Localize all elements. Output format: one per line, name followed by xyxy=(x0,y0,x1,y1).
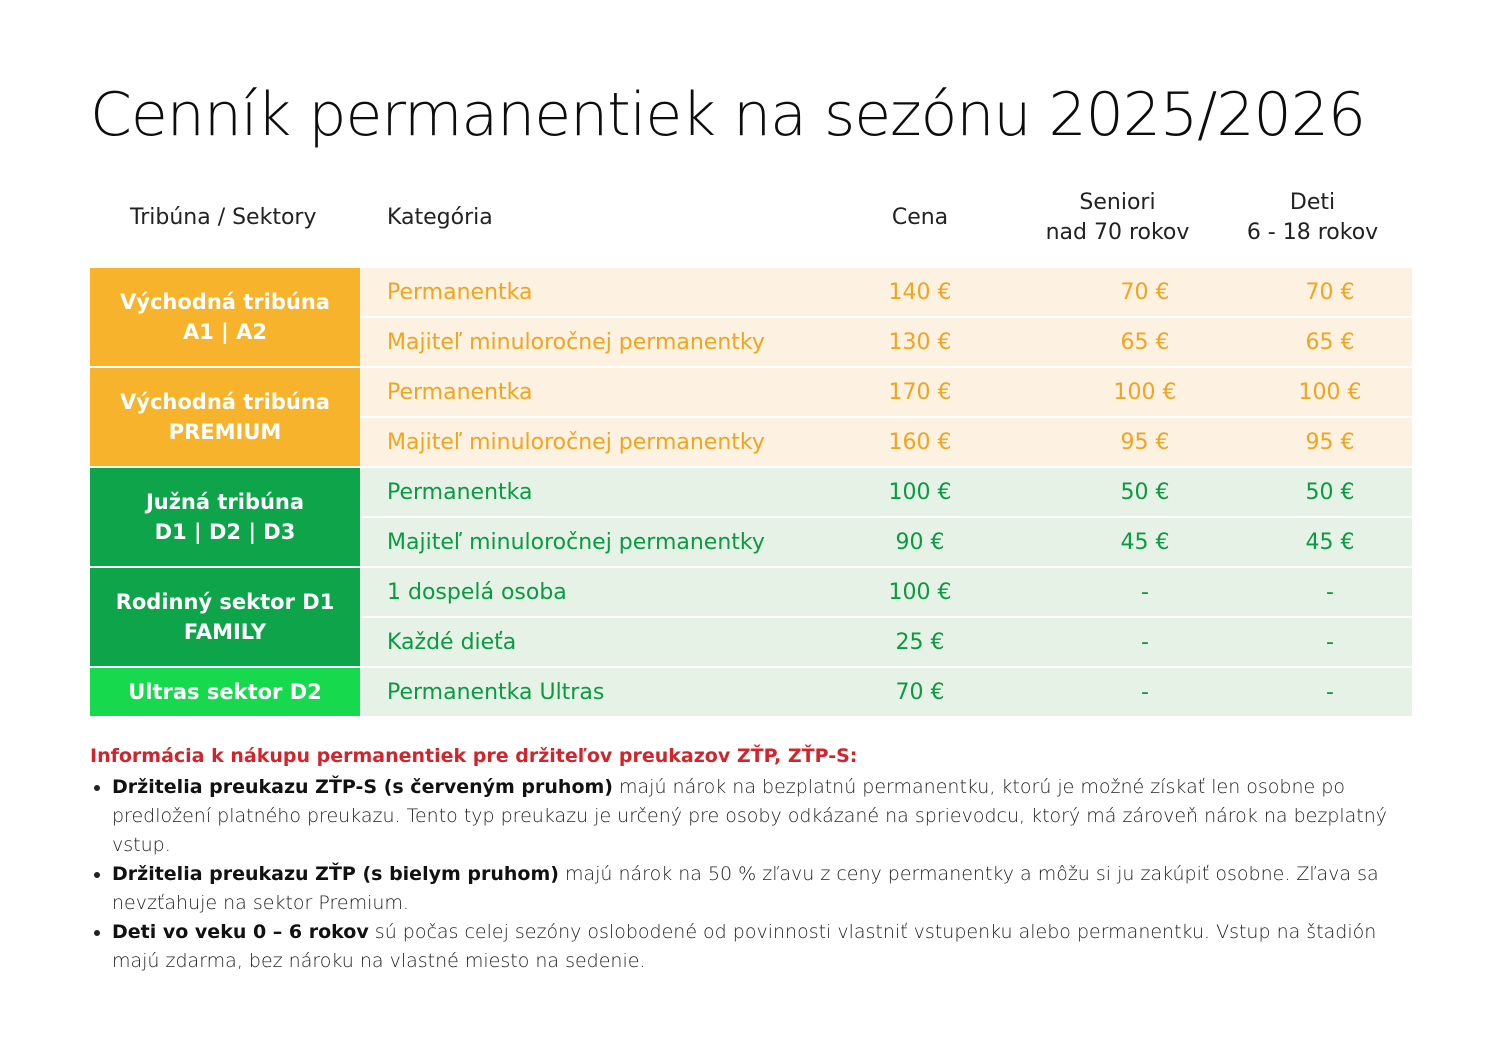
price-cell: 160 € xyxy=(888,429,952,455)
seniors-cell: 70 € xyxy=(1120,279,1170,305)
info-list: Držitelia preukazu ZŤP-S (s červeným pru… xyxy=(90,773,1410,976)
header-tribune: Tribúna / Sektory xyxy=(130,205,317,230)
price-cell: 100 € xyxy=(888,579,952,605)
group-ultras: Ultras sektor D2 Permanentka Ultras 70 €… xyxy=(90,668,1412,716)
category-cell: 1 dospelá osoba xyxy=(387,579,567,605)
info-title: Informácia k nákupu permanentiek pre drž… xyxy=(90,745,858,767)
category-cell: Majiteľ minuloročnej permanentky xyxy=(387,429,765,455)
group-label-line2: A1 | A2 xyxy=(182,320,268,344)
table-row: Každé dieťa 25 € - - xyxy=(360,618,1412,666)
kids-cell: 100 € xyxy=(1298,379,1362,405)
seniors-cell: - xyxy=(1141,679,1149,705)
category-cell: Majiteľ minuloročnej permanentky xyxy=(387,529,765,555)
group-south: Južná tribúna D1 | D2 | D3 Permanentka 1… xyxy=(90,468,1412,566)
seniors-cell: 45 € xyxy=(1120,529,1170,555)
category-cell: Permanentka xyxy=(387,279,533,305)
price-table: Východná tribúna A1 | A2 Permanentka 140… xyxy=(90,268,1412,718)
kids-cell: 70 € xyxy=(1305,279,1355,305)
category-cell: Majiteľ minuloročnej permanentky xyxy=(387,329,765,355)
header-category: Kategória xyxy=(387,205,493,230)
group-label-line1: Ultras sektor D2 xyxy=(128,680,322,704)
header-kids-line1: Deti xyxy=(1289,190,1336,215)
group-label: Východná tribúna A1 | A2 xyxy=(90,268,360,366)
price-cell: 100 € xyxy=(888,479,952,505)
seniors-cell: 65 € xyxy=(1120,329,1170,355)
kids-cell: 50 € xyxy=(1305,479,1355,505)
kids-cell: 95 € xyxy=(1305,429,1355,455)
list-item: Držitelia preukazu ZŤP (s bielym pruhom)… xyxy=(112,860,1410,918)
price-cell: 70 € xyxy=(895,679,945,705)
info-item-bold: Držitelia preukazu ZŤP-S (s červeným pru… xyxy=(112,776,613,798)
group-label-line1: Južná tribúna xyxy=(145,490,305,514)
table-row: 1 dospelá osoba 100 € - - xyxy=(360,568,1412,616)
group-label: Východná tribúna PREMIUM xyxy=(90,368,360,466)
table-row: Majiteľ minuloročnej permanentky 90 € 45… xyxy=(360,518,1412,566)
table-row: Permanentka 100 € 50 € 50 € xyxy=(360,468,1412,516)
info-item-bold: Držitelia preukazu ZŤP (s bielym pruhom) xyxy=(112,863,559,885)
price-cell: 130 € xyxy=(888,329,952,355)
kids-cell: 65 € xyxy=(1305,329,1355,355)
category-cell: Každé dieťa xyxy=(387,629,517,655)
page-title: Cenník permanentiek na sezónu 2025/2026 xyxy=(90,80,1366,150)
category-cell: Permanentka Ultras xyxy=(387,679,605,705)
category-cell: Permanentka xyxy=(387,479,533,505)
kids-cell: 45 € xyxy=(1305,529,1355,555)
category-cell: Permanentka xyxy=(387,379,533,405)
price-cell: 25 € xyxy=(895,629,945,655)
table-row: Majiteľ minuloročnej permanentky 130 € 6… xyxy=(360,318,1412,366)
table-row: Permanentka 140 € 70 € 70 € xyxy=(360,268,1412,316)
table-row: Permanentka 170 € 100 € 100 € xyxy=(360,368,1412,416)
info-item-text: majú nárok na 50 % zľavu z ceny permanen… xyxy=(112,863,1379,914)
price-cell: 90 € xyxy=(895,529,945,555)
seniors-cell: 95 € xyxy=(1120,429,1170,455)
group-label-line1: Rodinný sektor D1 xyxy=(115,590,335,614)
seniors-cell: 50 € xyxy=(1120,479,1170,505)
info-item-text: majú nárok na bezplatnú permanentku, kto… xyxy=(112,776,1388,856)
seniors-cell: 100 € xyxy=(1113,379,1177,405)
group-east-premium: Východná tribúna PREMIUM Permanentka 170… xyxy=(90,368,1412,466)
table-row: Majiteľ minuloročnej permanentky 160 € 9… xyxy=(360,418,1412,466)
group-label-line2: PREMIUM xyxy=(168,420,282,444)
group-label: Ultras sektor D2 xyxy=(90,668,360,716)
seniors-cell: - xyxy=(1141,629,1149,655)
group-label: Rodinný sektor D1 FAMILY xyxy=(90,568,360,666)
group-label: Južná tribúna D1 | D2 | D3 xyxy=(90,468,360,566)
group-label-line1: Východná tribúna xyxy=(120,390,330,414)
group-family: Rodinný sektor D1 FAMILY 1 dospelá osoba… xyxy=(90,568,1412,666)
header-kids: Deti 6 - 18 rokov xyxy=(1235,188,1390,248)
header-price: Cena xyxy=(891,205,949,230)
price-cell: 170 € xyxy=(888,379,952,405)
price-cell: 140 € xyxy=(888,279,952,305)
header-kids-line2: 6 - 18 rokov xyxy=(1246,220,1379,245)
header-seniors-line1: Seniori xyxy=(1079,190,1156,215)
kids-cell: - xyxy=(1326,679,1334,705)
info-item-bold: Deti vo veku 0 – 6 rokov xyxy=(112,921,369,943)
header-seniors: Seniori nad 70 rokov xyxy=(1030,188,1205,248)
seniors-cell: - xyxy=(1141,579,1149,605)
info-section: Informácia k nákupu permanentiek pre drž… xyxy=(90,745,1410,976)
kids-cell: - xyxy=(1326,579,1334,605)
header-seniors-line2: nad 70 rokov xyxy=(1045,220,1190,245)
kids-cell: - xyxy=(1326,629,1334,655)
info-item-text: sú počas celej sezóny oslobodené od povi… xyxy=(112,921,1377,972)
group-east-a1-a2: Východná tribúna A1 | A2 Permanentka 140… xyxy=(90,268,1412,366)
group-label-line2: FAMILY xyxy=(183,620,267,644)
table-row: Permanentka Ultras 70 € - - xyxy=(360,668,1412,716)
group-label-line2: D1 | D2 | D3 xyxy=(154,520,296,544)
list-item: Deti vo veku 0 – 6 rokov sú počas celej … xyxy=(112,918,1410,976)
group-label-line1: Východná tribúna xyxy=(120,290,330,314)
list-item: Držitelia preukazu ZŤP-S (s červeným pru… xyxy=(112,773,1410,860)
